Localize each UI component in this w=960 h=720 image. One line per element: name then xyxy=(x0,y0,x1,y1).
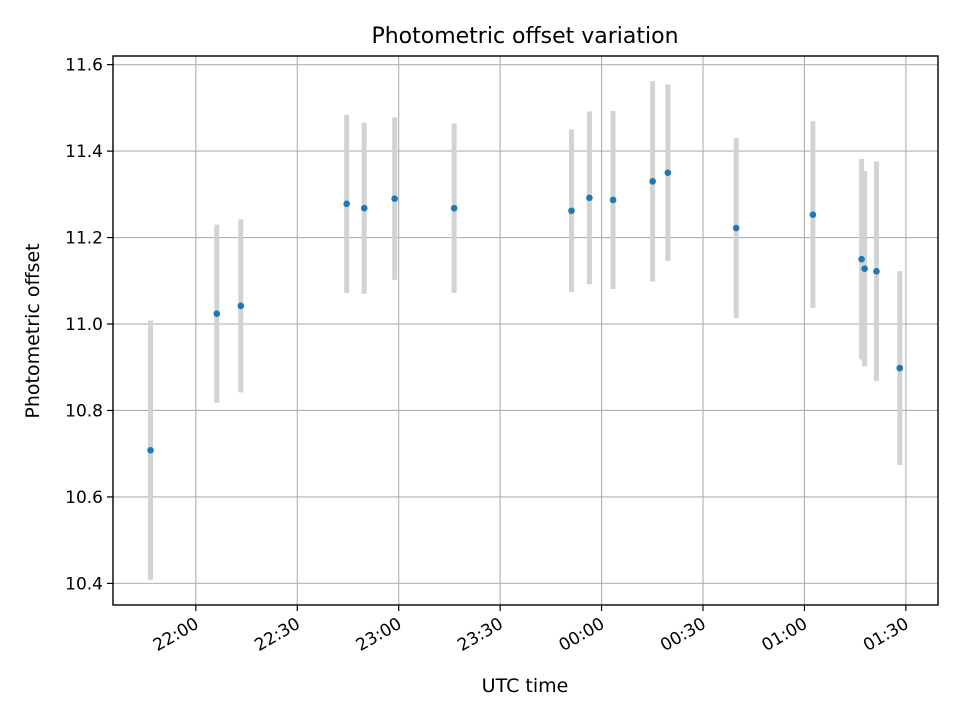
data-point xyxy=(609,196,617,204)
y-tick-label: 11.6 xyxy=(65,56,103,76)
y-tick-label: 10.6 xyxy=(65,488,103,508)
data-point xyxy=(450,204,458,212)
data-point xyxy=(664,169,672,177)
data-point xyxy=(873,267,880,275)
y-tick-label: 10.8 xyxy=(65,401,103,421)
data-point xyxy=(858,255,865,263)
data-point xyxy=(809,211,817,218)
data-point xyxy=(861,265,868,272)
data-points xyxy=(147,169,904,454)
data-point xyxy=(343,200,350,208)
data-point xyxy=(360,204,368,212)
y-tick-label: 11.4 xyxy=(65,142,103,162)
data-point xyxy=(237,302,245,310)
plot-frame xyxy=(112,55,939,606)
data-point xyxy=(213,310,221,317)
data-point xyxy=(568,207,575,215)
x-axis-label: UTC time xyxy=(482,675,569,697)
data-point xyxy=(732,224,740,232)
y-tick-label: 10.4 xyxy=(65,574,103,594)
y-axis-ticks: 10.4 10.6 10.8 11.0 11.2 11.4 11.6 xyxy=(65,56,113,594)
y-axis-label: Photometric offset xyxy=(22,243,44,418)
data-point xyxy=(649,178,656,185)
y-tick-label: 11.2 xyxy=(65,229,103,249)
data-point xyxy=(147,446,154,454)
y-tick-label: 11.0 xyxy=(65,315,103,335)
chart-title: Photometric offset variation xyxy=(371,24,678,49)
data-point xyxy=(391,195,398,202)
grid-lines xyxy=(113,56,938,605)
data-point xyxy=(896,364,904,372)
data-point xyxy=(586,194,593,202)
